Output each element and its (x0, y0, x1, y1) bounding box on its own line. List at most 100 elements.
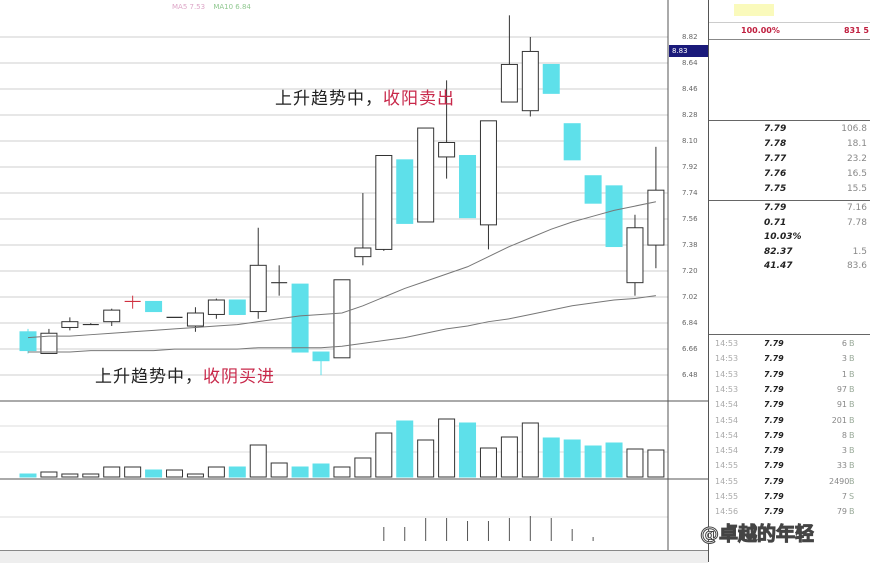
price-axis-label: 8.64 (682, 59, 698, 67)
volume-bar (61, 473, 79, 478)
header-right-value: 831 5 (843, 26, 869, 35)
volume-bar (228, 466, 246, 478)
candle-body (19, 331, 37, 352)
volume-bar (479, 447, 497, 478)
direction-flag: B (849, 384, 855, 394)
candle (417, 127, 435, 223)
watermark: @卓越的年轻 (699, 523, 815, 546)
time-value: 14:53 (715, 369, 739, 379)
tick-row: 14:55 7.79 33 B (709, 461, 870, 474)
tick-row: 14:54 7.79 3 B (709, 446, 870, 459)
current-price-marker: 8.83 (669, 45, 708, 57)
candle-body (563, 123, 581, 161)
quote-row: 7.76 16.5 (709, 169, 870, 182)
volume-bar (249, 444, 267, 478)
price-value: 7.79 (764, 203, 787, 213)
volume-value: 1 (841, 369, 847, 379)
volume-value: 16.5 (846, 169, 867, 179)
candle (605, 185, 623, 248)
price-value: 7.79 (764, 369, 784, 379)
time-value: 14:56 (715, 507, 739, 517)
time-value: 14:54 (715, 430, 739, 440)
price-value: 7.79 (764, 476, 784, 486)
volume-bar (207, 466, 225, 478)
volume-bar (647, 449, 665, 478)
tick-row: 14:53 7.79 97 B (709, 385, 870, 398)
candle-body (40, 332, 58, 354)
volume-value: 3 (841, 354, 847, 364)
volume-bar (521, 422, 539, 478)
direction-flag: B (849, 400, 855, 410)
volume-bar (291, 466, 309, 478)
ma-legend: MA5 7.53 MA10 6.84 (172, 3, 257, 11)
time-value: 14:53 (715, 384, 739, 394)
volume-value: 201 (831, 415, 847, 425)
candle-body (542, 63, 560, 94)
volume-bar (500, 436, 518, 478)
volume-value: 3 (841, 446, 847, 456)
volume-value: 91 (836, 400, 847, 410)
price-axis-label: 6.48 (682, 371, 698, 379)
quote-row: 10.03% (709, 232, 870, 245)
candle-body (207, 299, 225, 315)
candle (271, 265, 288, 296)
time-value: 14:54 (715, 415, 739, 425)
volume-value: 2490 (829, 476, 850, 486)
volume-value: 7 (841, 492, 847, 501)
volume-value: 18.1 (846, 139, 867, 149)
volume-bar (312, 463, 330, 478)
candle (626, 214, 644, 296)
quote-row: 7.75 15.5 (709, 184, 870, 197)
candle (521, 37, 539, 117)
candle-body (354, 247, 372, 258)
volume-value: 15.5 (846, 184, 867, 194)
candle-body (584, 175, 602, 204)
price-value: 7.76 (764, 169, 787, 179)
quote-header: 100.00% 831 5 (709, 22, 870, 40)
volume-bar (103, 466, 121, 478)
moving-averages (27, 201, 657, 353)
quote-row: 82.37 1.5 (709, 247, 870, 260)
candle (40, 328, 58, 354)
annotation-buy: 上升趋势中，收阴买进 (95, 362, 275, 387)
price-value: 7.78 (764, 139, 787, 149)
direction-flag: B (849, 507, 855, 517)
price-axis-label: 7.02 (682, 293, 698, 301)
price-value: 7.79 (764, 354, 784, 364)
candle (479, 120, 497, 250)
ratio-value: 100.00% (741, 26, 780, 35)
tick-row: 14:54 7.79 8 B (709, 431, 870, 444)
price-value: 7.79 (764, 124, 787, 134)
volume-bar (270, 462, 288, 478)
bottom-scrollbar[interactable] (0, 550, 708, 563)
indicator-bars (383, 516, 594, 541)
annotation-buy-prefix: 上升趋势中， (95, 367, 203, 387)
price-axis-label: 6.66 (682, 345, 698, 353)
candle-body (417, 127, 435, 223)
volume-value: 79 (836, 507, 847, 517)
candle-body (103, 309, 121, 323)
volume-bar (584, 445, 602, 478)
time-value: 14:53 (715, 339, 739, 348)
candle (312, 351, 330, 376)
candle-body (605, 185, 623, 248)
candle-body (61, 321, 79, 328)
tick-row: 14:55 7.79 2490 B (709, 477, 870, 490)
direction-flag: B (849, 461, 855, 471)
tick-row: 14:53 7.79 6 B (709, 339, 870, 352)
price-value: 7.79 (764, 415, 784, 425)
price-value: 7.75 (764, 184, 787, 194)
tick-row: 14:56 7.79 79 B (709, 507, 870, 520)
tick-row: 14:54 7.79 91 B (709, 400, 870, 413)
time-value: 14:55 (715, 476, 739, 486)
quote-row: 7.78 18.1 (709, 139, 870, 152)
volume-bar (166, 469, 184, 478)
price-value: 82.37 (764, 246, 793, 257)
candlestick-chart[interactable] (0, 0, 708, 550)
price-axis-label: 8.46 (682, 85, 698, 93)
volume-bar (145, 469, 163, 478)
volume-bar (605, 442, 623, 478)
tick-row: 14:55 7.79 7 S (709, 492, 870, 505)
price-value: 0.71 (764, 217, 787, 228)
candle-body (291, 283, 309, 353)
